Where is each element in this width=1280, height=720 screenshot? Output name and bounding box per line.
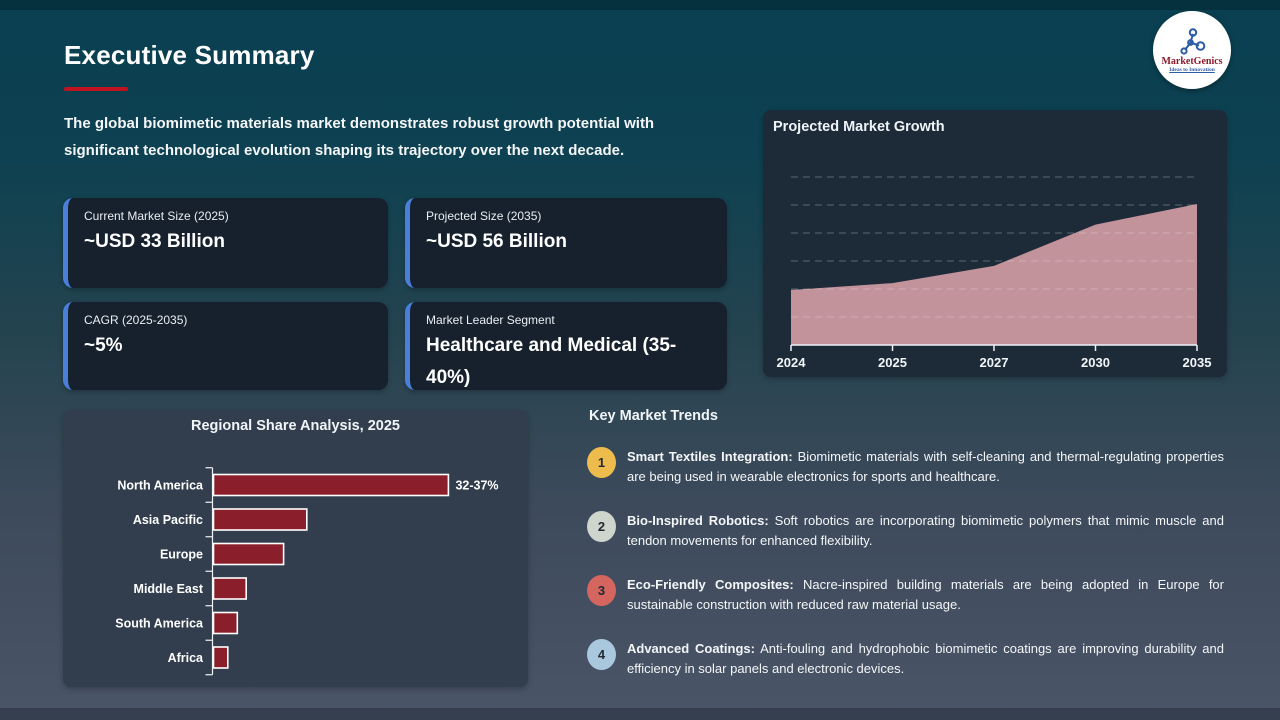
trend-item-1: 1 Smart Textiles Integration: Biomimetic… [587,447,1225,486]
key-market-trends-section: Key Market Trends 1 Smart Textiles Integ… [587,408,1225,678]
stat-card-cagr: CAGR (2025-2035) ~5% [63,302,388,390]
stat-value: ~USD 56 Billion [426,231,567,252]
logo-name: MarketGenics [1161,55,1223,67]
bar-chart-canvas: North America 32-37% Asia Pacific Europe Mid… [115,467,499,676]
trend-description: Soft robotics are incorporating biomimet… [627,513,1224,548]
svg-text:Africa: Africa [168,651,204,665]
trend-text: Bio-Inspired Robotics: Soft robotics are… [627,511,1224,550]
svg-text:2025: 2025 [878,355,907,370]
trend-number-badge: 4 [587,639,616,670]
page-title: Executive Summary [64,40,315,70]
stat-value: Healthcare and Medical (35-40%) [426,335,677,388]
trend-text: Eco-Friendly Composites: Nacre-inspired … [627,575,1224,614]
trend-text: Smart Textiles Integration: Biomimetic m… [627,447,1224,486]
svg-text:2027: 2027 [980,355,1009,370]
trend-title: Eco-Friendly Composites: [627,577,794,592]
trend-number-badge: 2 [587,511,616,542]
trend-description: Nacre-inspired building materials are be… [627,577,1224,612]
stat-card-current-market-size: Current Market Size (2025) ~USD 33 Billi… [63,198,388,288]
logo-tagline: Ideas to Innovation [1169,66,1215,73]
trend-item-4: 4 Advanced Coatings: Anti-fouling and hy… [587,639,1225,678]
svg-text:South America: South America [115,617,204,631]
stat-value: ~5% [84,335,123,356]
trend-title: Bio-Inspired Robotics: [627,513,769,528]
svg-text:Asia Pacific: Asia Pacific [133,513,203,527]
stat-label: CAGR (2025-2035) [84,313,188,327]
svg-text:2030: 2030 [1081,355,1110,370]
trend-number-badge: 3 [587,575,616,606]
trend-number-badge: 1 [587,447,616,478]
svg-text:2035: 2035 [1183,355,1212,370]
stat-label: Current Market Size (2025) [84,209,229,223]
molecule-network-icon [1180,27,1206,55]
svg-text:32-37%: 32-37% [455,479,498,493]
regional-share-analysis-chart: Regional Share Analysis, 2025 North Amer… [63,410,528,687]
trend-description: Anti-fouling and hydrophobic biomimetic … [627,641,1224,676]
svg-text:Middle East: Middle East [134,582,204,596]
bottom-accent-strip [0,708,1280,720]
svg-text:Europe: Europe [160,548,203,562]
trend-title: Advanced Coatings: [627,641,755,656]
stat-card-projected-size: Projected Size (2035) ~USD 56 Billion [405,198,727,288]
top-accent-strip [0,0,1280,10]
title-underline-accent [64,87,128,91]
svg-text:North America: North America [117,479,204,493]
trend-title: Smart Textiles Integration: [627,449,793,464]
trend-item-3: 3 Eco-Friendly Composites: Nacre-inspire… [587,575,1225,614]
trend-item-2: 2 Bio-Inspired Robotics: Soft robotics a… [587,511,1225,550]
chart-title: Projected Market Growth [773,119,945,135]
chart-title: Regional Share Analysis, 2025 [190,418,400,434]
stat-label: Projected Size (2035) [426,209,542,223]
stat-card-market-leader-segment: Market Leader Segment Healthcare and Med… [405,302,727,390]
stat-label: Market Leader Segment [426,313,555,327]
logo: MarketGenics Ideas to Innovation [1153,11,1231,89]
trend-description: Biomimetic materials with self-cleaning … [627,449,1224,484]
svg-text:2024: 2024 [777,355,807,370]
area-chart-canvas: 2024 2025 2027 2030 2035 [777,176,1212,370]
intro-paragraph: The global biomimetic materials market d… [64,115,655,159]
projected-market-growth-chart: Projected Market Growth 2024 2025 2027 2030… [763,110,1227,377]
trends-heading: Key Market Trends [589,408,718,424]
stat-value: ~USD 33 Billion [84,231,225,252]
trend-text: Advanced Coatings: Anti-fouling and hydr… [627,639,1224,678]
